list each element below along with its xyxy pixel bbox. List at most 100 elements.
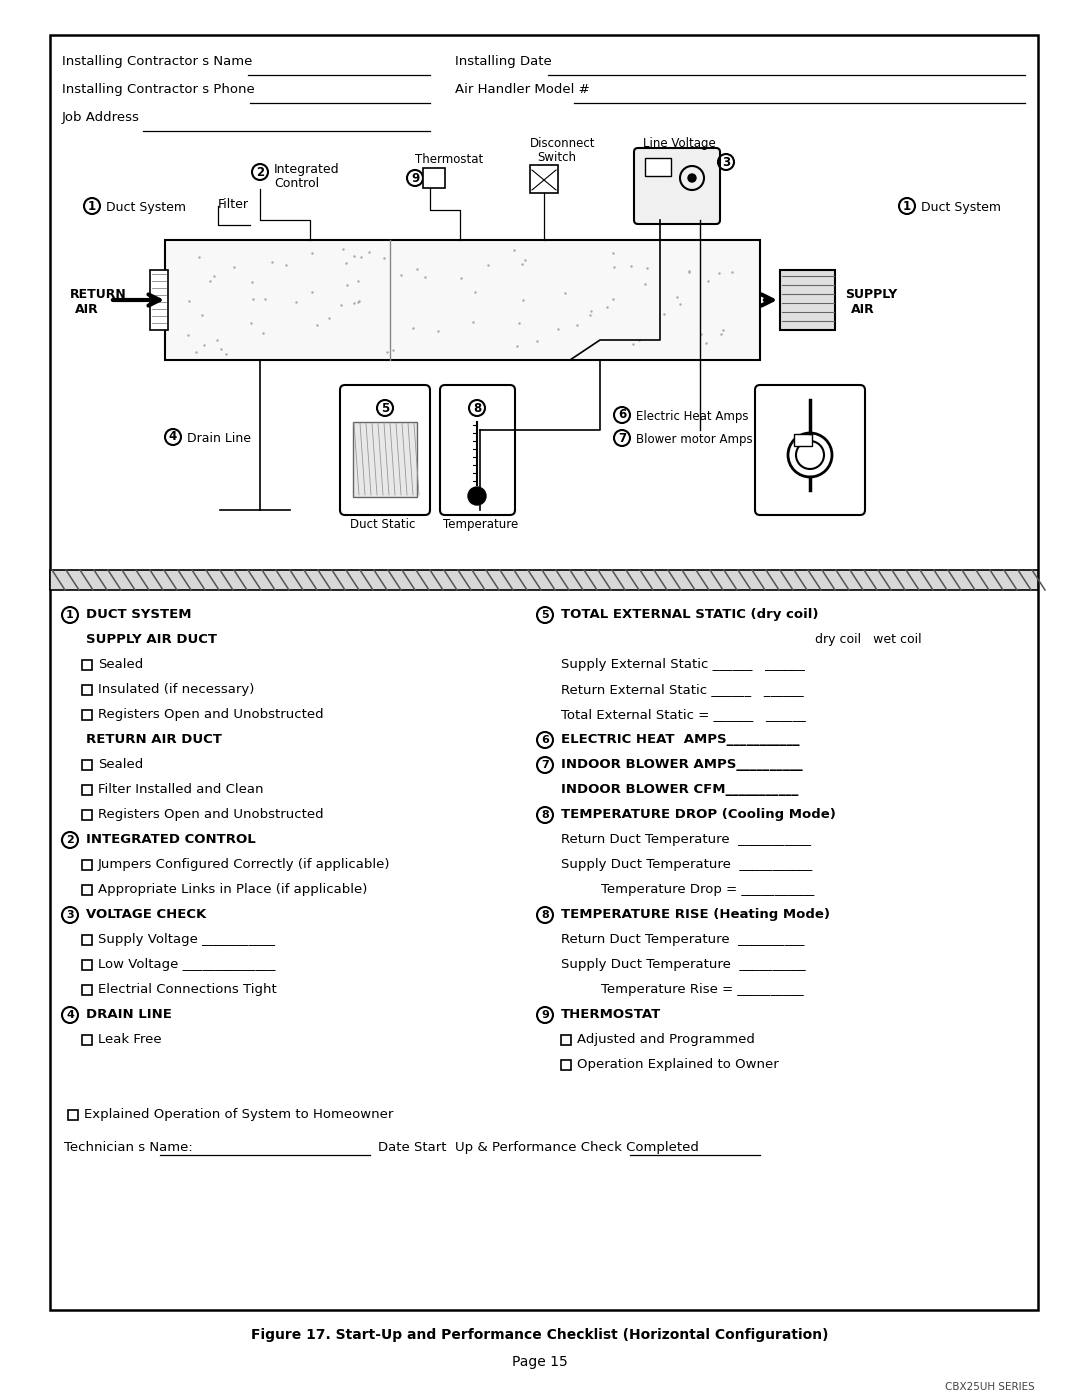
FancyBboxPatch shape	[634, 148, 720, 224]
Bar	[82, 785, 92, 795]
Text: Return External Static ______   ______: Return External Static ______ ______	[561, 683, 804, 696]
Text: Supply Duct Temperature  __________: Supply Duct Temperature __________	[561, 958, 806, 971]
Text: 7: 7	[541, 760, 549, 770]
Text: Sealed: Sealed	[98, 658, 144, 671]
Text: 2: 2	[66, 835, 73, 845]
Text: Supply Duct Temperature  ___________: Supply Duct Temperature ___________	[561, 858, 812, 870]
Bar	[68, 1111, 78, 1120]
Text: Jumpers Configured Correctly (if applicable): Jumpers Configured Correctly (if applica…	[98, 858, 391, 870]
Text: Total External Static = ______   ______: Total External Static = ______ ______	[561, 708, 806, 721]
Text: 9: 9	[410, 172, 419, 184]
Bar	[794, 434, 812, 446]
Bar	[353, 422, 417, 497]
Text: Sealed: Sealed	[98, 759, 144, 771]
Bar	[50, 570, 1038, 590]
Text: 4: 4	[66, 1010, 73, 1020]
Bar	[82, 810, 92, 820]
Text: Figure 17. Start-Up and Performance Checklist (Horizontal Configuration): Figure 17. Start-Up and Performance Chec…	[252, 1329, 828, 1343]
Text: 1: 1	[87, 200, 96, 212]
Text: dry coil   wet coil: dry coil wet coil	[815, 633, 921, 645]
Text: Leak Free: Leak Free	[98, 1032, 162, 1046]
Bar	[82, 886, 92, 895]
Circle shape	[468, 488, 486, 504]
Text: Temperature Drop = ___________: Temperature Drop = ___________	[600, 883, 814, 895]
Text: 8: 8	[541, 810, 549, 820]
Bar	[561, 1060, 571, 1070]
Bar	[530, 165, 558, 193]
Text: Duct Static: Duct Static	[350, 518, 416, 531]
Text: Registers Open and Unobstructed: Registers Open and Unobstructed	[98, 807, 324, 821]
Text: Air Handler Model #: Air Handler Model #	[455, 82, 590, 96]
Text: Duct System: Duct System	[106, 201, 186, 214]
Text: RETURN: RETURN	[70, 288, 126, 300]
Text: INTEGRATED CONTROL: INTEGRATED CONTROL	[86, 833, 256, 847]
Text: 5: 5	[381, 401, 389, 415]
Text: DRAIN LINE: DRAIN LINE	[86, 1009, 172, 1021]
Text: Electrial Connections Tight: Electrial Connections Tight	[98, 983, 276, 996]
Text: TEMPERATURE RISE (Heating Mode): TEMPERATURE RISE (Heating Mode)	[561, 908, 831, 921]
Text: Low Voltage ______________: Low Voltage ______________	[98, 958, 275, 971]
Text: Drain Line: Drain Line	[187, 432, 251, 446]
Text: ELECTRIC HEAT  AMPS___________: ELECTRIC HEAT AMPS___________	[561, 733, 799, 746]
Text: Control: Control	[274, 177, 319, 190]
Bar	[150, 270, 168, 330]
Text: Technician s Name:: Technician s Name:	[64, 1141, 192, 1154]
Text: Date Start  Up & Performance Check Completed: Date Start Up & Performance Check Comple…	[378, 1141, 699, 1154]
Bar	[82, 1035, 92, 1045]
Bar	[82, 710, 92, 719]
Text: Explained Operation of System to Homeowner: Explained Operation of System to Homeown…	[84, 1108, 393, 1120]
Text: THERMOSTAT: THERMOSTAT	[561, 1009, 661, 1021]
FancyBboxPatch shape	[755, 386, 865, 515]
FancyBboxPatch shape	[440, 386, 515, 515]
Text: 1: 1	[66, 610, 73, 620]
Text: Installing Contractor s Phone: Installing Contractor s Phone	[62, 82, 255, 96]
Text: Filter: Filter	[218, 198, 249, 211]
Text: 6: 6	[541, 735, 549, 745]
Text: CBX25UH SERIES: CBX25UH SERIES	[945, 1382, 1035, 1391]
Text: 5: 5	[541, 610, 549, 620]
Text: TEMPERATURE DROP (Cooling Mode): TEMPERATURE DROP (Cooling Mode)	[561, 807, 836, 821]
Text: 1: 1	[903, 200, 912, 212]
Text: Disconnect: Disconnect	[530, 137, 595, 149]
Text: 8: 8	[473, 401, 481, 415]
Text: Page 15: Page 15	[512, 1355, 568, 1369]
Text: Operation Explained to Owner: Operation Explained to Owner	[577, 1058, 779, 1071]
Text: 9: 9	[541, 1010, 549, 1020]
Text: Integrated: Integrated	[274, 163, 339, 176]
Circle shape	[688, 175, 696, 182]
Text: Temperature Rise = __________: Temperature Rise = __________	[600, 983, 804, 996]
Bar	[423, 168, 445, 189]
Bar	[82, 685, 92, 694]
Text: Line Voltage: Line Voltage	[643, 137, 716, 149]
Text: Filter Installed and Clean: Filter Installed and Clean	[98, 782, 264, 796]
Bar	[165, 240, 760, 360]
Text: Return Duct Temperature  ___________: Return Duct Temperature ___________	[561, 833, 811, 847]
Text: Electric Heat Amps: Electric Heat Amps	[636, 409, 748, 423]
Text: AIR: AIR	[75, 303, 98, 316]
Text: Adjusted and Programmed: Adjusted and Programmed	[577, 1032, 755, 1046]
Text: 4: 4	[168, 430, 177, 443]
Text: INDOOR BLOWER CFM___________: INDOOR BLOWER CFM___________	[561, 782, 798, 796]
Text: Job Address: Job Address	[62, 110, 140, 124]
Text: Thermostat: Thermostat	[415, 154, 483, 166]
Text: Installing Contractor s Name: Installing Contractor s Name	[62, 54, 253, 68]
Text: SUPPLY: SUPPLY	[845, 288, 897, 300]
Text: 7: 7	[618, 432, 626, 444]
Text: SUPPLY AIR DUCT: SUPPLY AIR DUCT	[86, 633, 217, 645]
Text: Duct System: Duct System	[921, 201, 1001, 214]
Text: 3: 3	[66, 909, 73, 921]
Bar	[82, 935, 92, 944]
Bar	[780, 270, 835, 330]
Text: Insulated (if necessary): Insulated (if necessary)	[98, 683, 255, 696]
Text: 2: 2	[256, 165, 265, 179]
Text: Supply External Static ______   ______: Supply External Static ______ ______	[561, 658, 805, 671]
Text: AIR: AIR	[851, 303, 875, 316]
Text: 6: 6	[618, 408, 626, 422]
Text: TOTAL EXTERNAL STATIC (dry coil): TOTAL EXTERNAL STATIC (dry coil)	[561, 608, 819, 622]
Bar	[82, 659, 92, 671]
Text: Switch: Switch	[537, 151, 576, 163]
Bar	[645, 158, 671, 176]
FancyBboxPatch shape	[340, 386, 430, 515]
Text: DUCT SYSTEM: DUCT SYSTEM	[86, 608, 191, 622]
Bar	[82, 960, 92, 970]
